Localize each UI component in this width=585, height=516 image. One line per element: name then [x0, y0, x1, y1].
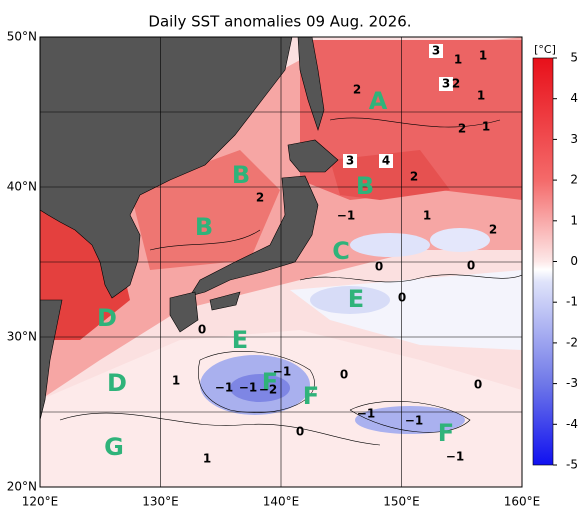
contour-label: 1 — [482, 120, 490, 134]
region-label: E — [348, 285, 364, 313]
map-frame — [39, 36, 523, 488]
contour-label: 2 — [452, 77, 460, 91]
title: Daily SST anomalies 09 Aug. 2026. — [148, 13, 411, 31]
contour-label: 2 — [353, 83, 361, 97]
colorbar — [532, 57, 554, 466]
colorbar-tick-label: 2 — [570, 173, 578, 187]
contour-label-bg — [439, 77, 453, 91]
contour-label: 0 — [375, 260, 383, 274]
contour-label: 2 — [458, 122, 466, 136]
contour-label: 0 — [474, 378, 482, 392]
contour-label: −1 — [215, 381, 233, 395]
contour-label: 3 — [346, 154, 354, 168]
contour-label: 3 — [432, 44, 440, 58]
contour-label: 0 — [296, 425, 304, 439]
contour-label: 0 — [198, 323, 206, 337]
region-label: C — [332, 237, 350, 265]
colorbar-tick-label: 3 — [570, 132, 578, 146]
contour-label: 2 — [410, 170, 418, 184]
x-tick-label: 130°E — [142, 495, 179, 509]
region-label: B — [195, 213, 213, 241]
contour-label: 0 — [398, 291, 406, 305]
contour-label: 4 — [382, 154, 390, 168]
contour-label: −1 — [273, 365, 291, 379]
contour-label: −1 — [337, 209, 355, 223]
colorbar-tick-label: -1 — [566, 295, 578, 309]
x-tick-label: 160°E — [504, 495, 541, 509]
region-label: F — [438, 419, 454, 447]
region-label: B — [232, 161, 250, 189]
contour-label: 0 — [467, 259, 475, 273]
colorbar-tick-label: -3 — [566, 376, 578, 390]
region-label: A — [369, 87, 388, 115]
contour-label: 1 — [172, 374, 180, 388]
region-label: F — [262, 368, 278, 396]
contour-label: −1 — [357, 407, 375, 421]
contour-label: 2 — [256, 191, 264, 205]
region-label: F — [303, 382, 319, 410]
colorbar-tick-label: 1 — [570, 213, 578, 227]
y-tick-label: 40°N — [7, 180, 37, 194]
contour-label: 1 — [203, 452, 211, 466]
region-label: G — [104, 433, 124, 461]
contour-label-bg — [379, 154, 393, 168]
y-tick-label: 20°N — [7, 480, 37, 494]
contour-label: 1 — [479, 49, 487, 63]
contour-label: −1 — [446, 450, 464, 464]
contour-label: −1 — [405, 414, 423, 428]
contour-label: −2 — [259, 383, 277, 397]
colorbar-tick-label: -5 — [566, 458, 578, 472]
colorbar-tick-label: -4 — [566, 417, 578, 431]
x-tick-label: 120°E — [22, 495, 59, 509]
region-label: D — [97, 304, 117, 332]
contour-label: −1 — [239, 381, 257, 395]
region-label: D — [107, 369, 127, 397]
contour-label-bg — [343, 154, 357, 168]
contour-label: 1 — [454, 53, 462, 67]
colorbar-tick-label: 4 — [570, 91, 578, 105]
contour-label: 1 — [423, 209, 431, 223]
x-tick-label: 140°E — [263, 495, 300, 509]
contour-label: 3 — [442, 77, 450, 91]
y-tick-label: 30°N — [7, 330, 37, 344]
region-label: B — [356, 172, 374, 200]
y-tick-label: 50°N — [7, 30, 37, 44]
contour-label: 0 — [340, 368, 348, 382]
contour-label: 2 — [489, 223, 497, 237]
colorbar-tick-label: -2 — [566, 335, 578, 349]
contour-label: 1 — [477, 89, 485, 103]
colorbar-tick-label: 0 — [570, 254, 578, 268]
region-label: E — [232, 326, 248, 354]
x-tick-label: 150°E — [383, 495, 420, 509]
contour-label-bg — [429, 44, 443, 58]
colorbar-label: [°C] — [534, 43, 556, 56]
colorbar-tick-label: 5 — [570, 51, 578, 65]
